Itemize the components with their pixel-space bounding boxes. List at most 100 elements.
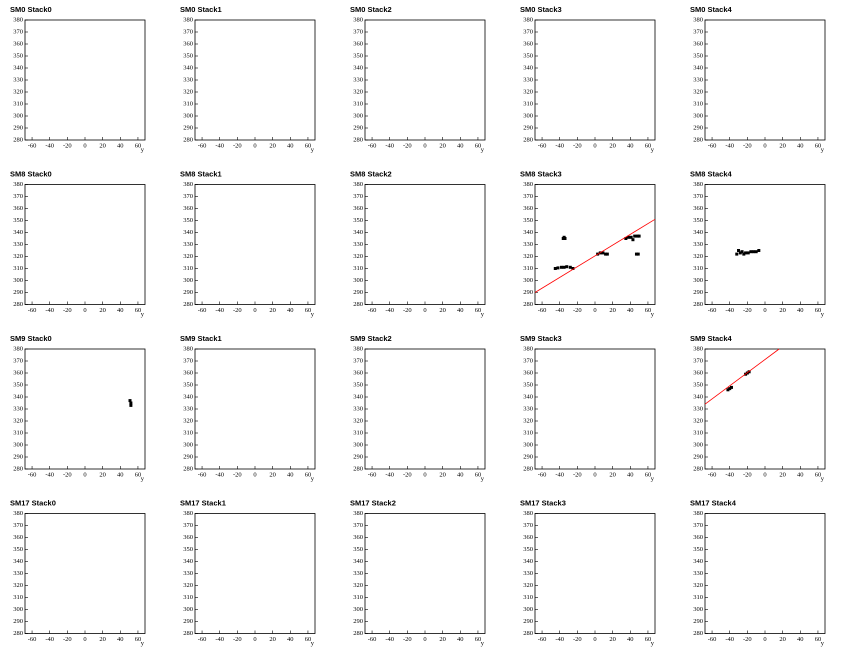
point [571,267,575,270]
x-tick-label: 40 [797,142,804,149]
y-tick-label: 290 [183,453,193,460]
x-tick-label: -60 [538,142,547,149]
point [604,252,608,256]
x-tick-label: 20 [439,471,446,478]
chart-title: SM9 Stack2 [350,334,392,343]
x-tick-label: 20 [269,142,276,149]
point [742,252,746,256]
point [605,252,609,256]
y-tick-label: 280 [523,301,533,308]
y-tick-label: 310 [693,265,703,272]
y-tick-label: 300 [183,277,193,284]
x-tick-label: -40 [215,307,224,314]
y-tick-label: 380 [13,345,23,352]
x-tick-label: -20 [573,142,582,149]
y-tick-label: 340 [13,229,23,236]
y-tick-label: 340 [353,558,363,565]
y-tick-label: 320 [523,582,533,589]
y-tick-label: 350 [693,52,703,59]
x-tick-label: 20 [609,142,616,149]
x-tick-label: -60 [708,142,717,149]
y-tick-label: 340 [13,64,23,71]
x-tick-label: -60 [708,636,717,643]
point [627,235,631,239]
y-tick-label: 340 [183,64,193,71]
y-tick-label: 370 [353,522,363,529]
point [746,251,750,255]
x-tick-label: 40 [117,471,124,478]
x-tick-label: 60 [135,307,142,314]
chart-title: SM8 Stack1 [180,169,222,178]
x-tick-label: 60 [815,142,822,149]
point [752,250,756,254]
x-tick-label: 0 [763,636,766,643]
y-tick-label: 360 [353,40,363,47]
y-tick-label: 370 [523,357,533,364]
frame [364,348,486,470]
y-tick-label: 310 [353,265,363,272]
x-tick-label: 60 [475,471,482,478]
y-tick-label: 320 [693,253,703,260]
x-tick-label: -40 [725,142,734,149]
y-tick-label: 330 [523,241,533,248]
y-tick-label: 320 [353,88,363,95]
y-tick-label: 360 [353,534,363,541]
y-tick-label: 300 [693,606,703,613]
y-tick-label: 310 [523,429,533,436]
x-tick-label: -60 [708,307,717,314]
x-tick-label: 20 [609,636,616,643]
x-tick-label: 0 [593,307,596,314]
x-tick-label: 0 [423,471,426,478]
y-tick-label: 370 [13,357,23,364]
y-tick-label: 310 [693,594,703,601]
y-tick-label: 350 [693,381,703,388]
y-tick-label: 370 [13,193,23,200]
y-tick-label: 360 [13,369,23,376]
x-tick-label: -40 [215,142,224,149]
y-tick-label: 290 [13,618,23,625]
point [636,252,640,256]
chart-title: SM17 Stack0 [10,498,56,507]
y-tick-label: 310 [353,100,363,107]
frame [194,184,316,305]
frame [24,184,146,305]
y-tick-label: 370 [13,28,23,35]
y-tick-label: 370 [183,28,193,35]
y-tick-label: 350 [523,546,533,553]
frame [704,19,826,141]
frame [704,184,826,305]
x-axis-label: y [821,475,825,482]
y-tick-label: 280 [353,465,363,472]
y-tick-label: 330 [693,241,703,248]
x-tick-label: 20 [99,307,106,314]
y-tick-label: 290 [183,289,193,296]
x-tick-label: -20 [63,471,72,478]
x-tick-label: 20 [99,471,106,478]
y-tick-label: 290 [523,289,533,296]
x-tick-label: 60 [475,307,482,314]
y-tick-label: 370 [693,28,703,35]
x-tick-label: 20 [269,307,276,314]
point [635,234,639,238]
y-tick-label: 280 [13,136,23,143]
frame [24,19,146,141]
x-tick-label: 40 [457,142,464,149]
x-tick-label: -20 [743,636,752,643]
x-tick-label: -60 [368,142,377,149]
y-tick-label: 380 [523,510,533,517]
y-tick-label: 320 [183,253,193,260]
x-axis-label: y [651,640,655,647]
y-tick-label: 280 [183,301,193,308]
y-tick-label: 340 [183,229,193,236]
x-axis-label: y [311,640,315,647]
x-axis-label: y [481,146,485,153]
y-tick-label: 290 [693,453,703,460]
y-tick-label: 320 [523,253,533,260]
y-tick-label: 380 [13,510,23,517]
y-tick-label: 360 [693,369,703,376]
y-tick-label: 350 [183,546,193,553]
y-tick-label: 380 [183,345,193,352]
x-tick-label: 0 [83,307,86,314]
x-tick-label: -20 [63,142,72,149]
